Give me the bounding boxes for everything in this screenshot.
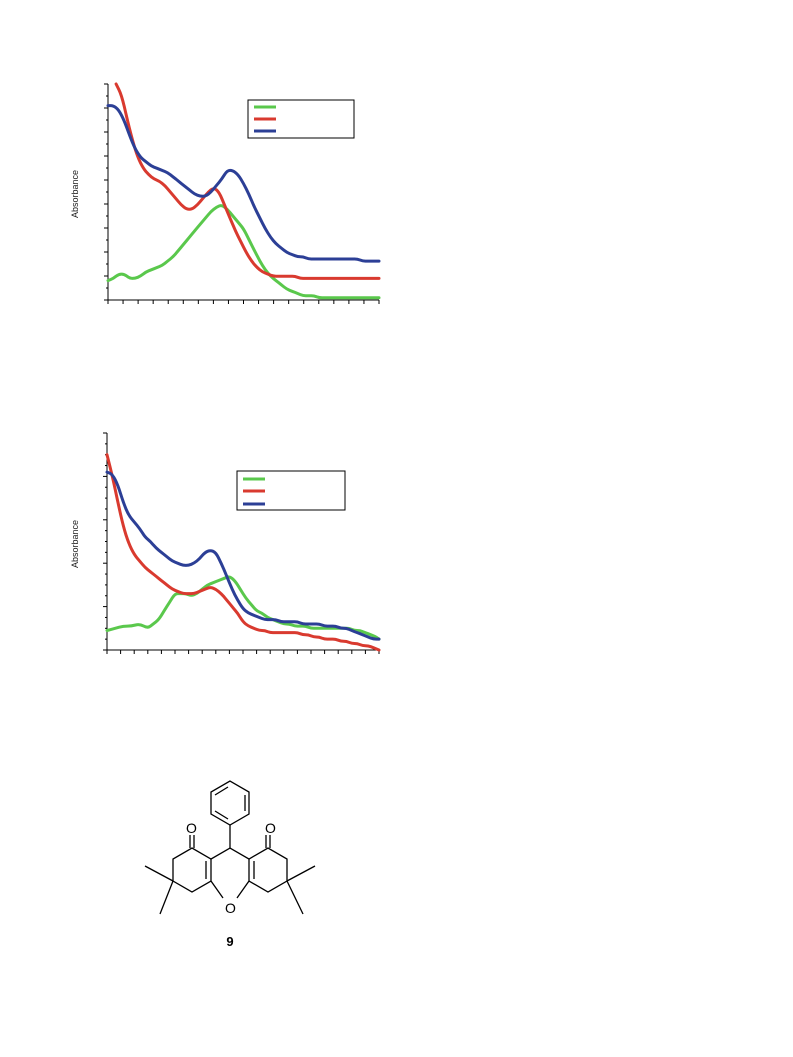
phenyl-ring <box>210 780 250 826</box>
chemical-structure: O O O 9 <box>144 780 316 949</box>
carbonyl-oxygen-right: O <box>265 820 276 836</box>
series-line-green <box>106 204 381 300</box>
pyran-ring <box>205 847 255 899</box>
y-axis-ticks <box>103 432 107 651</box>
series-line-blue <box>105 470 381 641</box>
y-axis-label: Absorbance <box>70 520 80 568</box>
uv-vis-chart-1: Absorbance <box>70 82 381 304</box>
compound-label: 9 <box>226 934 233 949</box>
ring-oxygen: O <box>225 900 236 916</box>
series-line-blue <box>106 104 381 263</box>
series-line-red <box>105 453 381 652</box>
uv-vis-chart-2: Absorbance <box>70 432 381 654</box>
legend <box>236 470 346 511</box>
right-cyclohexenone-ring <box>248 835 316 915</box>
legend <box>247 99 355 139</box>
left-cyclohexenone-ring <box>144 835 212 915</box>
carbonyl-oxygen-left: O <box>186 820 197 836</box>
series-lines <box>106 82 381 300</box>
series-line-red <box>114 82 381 280</box>
y-axis-label: Absorbance <box>70 170 80 218</box>
y-axis-ticks <box>104 83 108 301</box>
axes <box>106 433 379 651</box>
x-axis-ticks <box>106 650 380 654</box>
x-axis-ticks <box>107 300 380 304</box>
series-lines <box>105 453 381 652</box>
series-line-green <box>105 575 381 641</box>
